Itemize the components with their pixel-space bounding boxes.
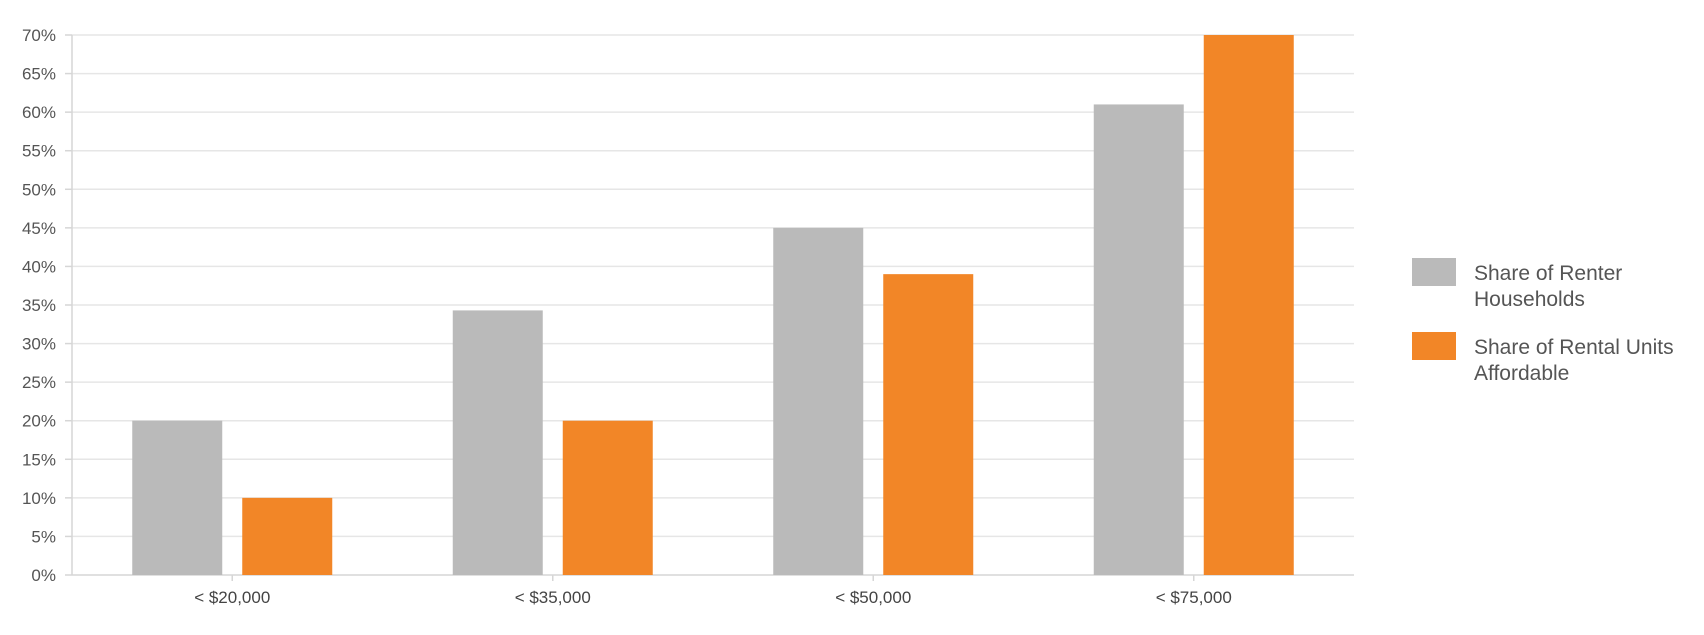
y-tick-label-50: 50%: [22, 180, 56, 199]
legend-label-1: Share of Rental Units Affordable: [1474, 336, 1674, 385]
y-tick-label-45: 45%: [22, 219, 56, 238]
legend: Share of Renter Households Share of Rental…: [1412, 258, 1674, 385]
legend-label-line: Share of Rental Units: [1474, 336, 1674, 359]
y-tick-label-10: 10%: [22, 489, 56, 508]
y-tick-label-25: 25%: [22, 373, 56, 392]
bar-renter-households-1: [452, 310, 543, 575]
bar-renter-households-3: [1093, 104, 1184, 575]
x-category-label-1: < $35,000: [515, 588, 591, 607]
y-tick-label-0: 0%: [31, 566, 56, 585]
y-tick-label-60: 60%: [22, 103, 56, 122]
bar-rental-units-affordable-2: [883, 274, 974, 575]
y-tick-label-20: 20%: [22, 412, 56, 431]
y-tick-label-35: 35%: [22, 296, 56, 315]
x-axis-categories: < $20,000 < $35,000 < $50,000 < $75,000: [194, 588, 1232, 607]
bar-renter-households-2: [773, 227, 864, 575]
y-tick-label-15: 15%: [22, 450, 56, 469]
x-category-label-2: < $50,000: [835, 588, 911, 607]
legend-label-line: Affordable: [1474, 362, 1569, 385]
y-tick-label-40: 40%: [22, 257, 56, 276]
bars-layer: [132, 35, 1294, 575]
bar-renter-households-0: [132, 420, 223, 575]
legend-label-line: Households: [1474, 288, 1585, 311]
y-axis-ticks: 0% 5% 10% 15% 20% 25% 30% 35% 40% 45% 50% 55% 60% 65%…: [22, 26, 56, 585]
legend-swatch-0: [1412, 258, 1456, 286]
y-tick-label-70: 70%: [22, 26, 56, 45]
y-tick-label-5: 5%: [31, 527, 56, 546]
bar-rental-units-affordable-0: [242, 497, 333, 575]
y-tick-label-55: 55%: [22, 142, 56, 161]
y-tick-label-65: 65%: [22, 65, 56, 84]
legend-label-0: Share of Renter Households: [1474, 262, 1622, 311]
x-category-label-3: < $75,000: [1156, 588, 1232, 607]
x-category-label-0: < $20,000: [194, 588, 270, 607]
bar-rental-units-affordable-1: [562, 420, 653, 575]
bar-rental-units-affordable-3: [1203, 35, 1294, 575]
legend-label-line: Share of Renter: [1474, 262, 1622, 285]
legend-swatch-1: [1412, 332, 1456, 360]
y-tick-label-30: 30%: [22, 335, 56, 354]
